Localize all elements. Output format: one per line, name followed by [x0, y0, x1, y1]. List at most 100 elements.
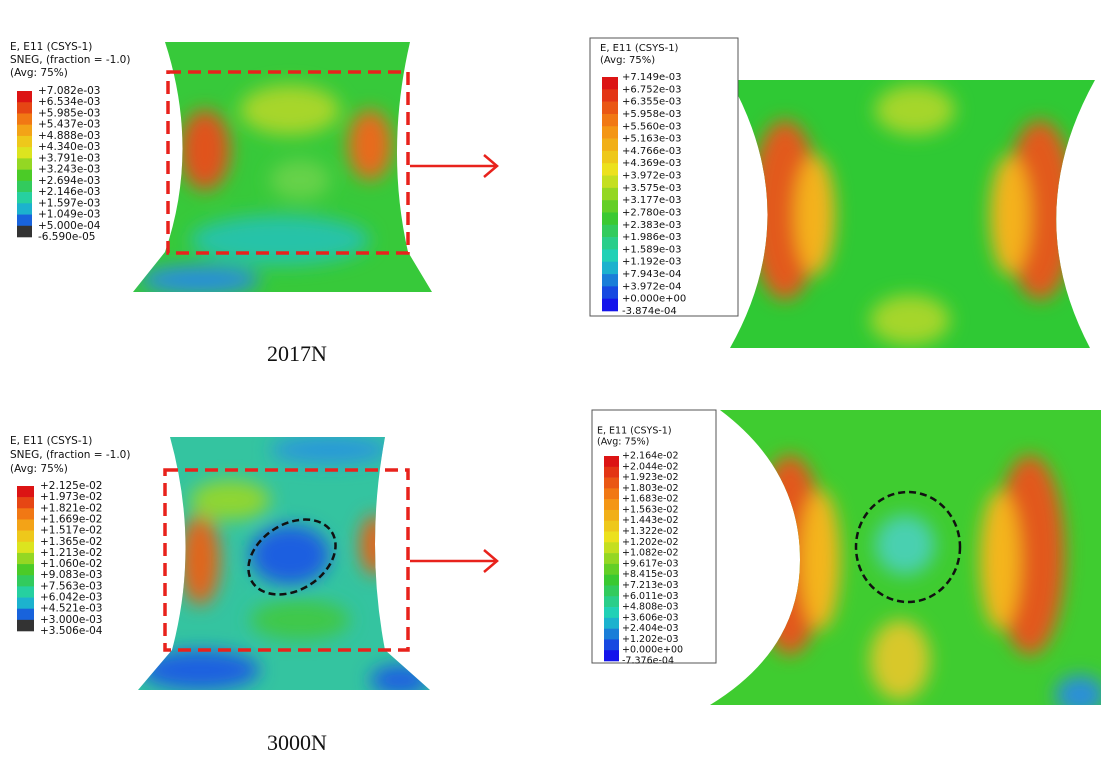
- legend-band: [604, 607, 619, 619]
- legend-label: +1.202e-02: [622, 537, 679, 548]
- legend-label: +2.694e-03: [38, 175, 100, 187]
- legend-band: [17, 169, 32, 182]
- legend-label: +5.958e-03: [622, 109, 682, 120]
- legend-label: +2.044e-02: [622, 461, 679, 472]
- legend-title: (Avg: 75%): [10, 463, 68, 475]
- legend-band: [604, 531, 619, 543]
- legend-label: +1.986e-03: [622, 232, 682, 243]
- legend-label: +8.415e-03: [622, 569, 679, 580]
- legend-label: +4.369e-03: [622, 158, 682, 169]
- legend-band: [17, 541, 34, 554]
- legend-band: [604, 499, 619, 511]
- legend-band: [17, 608, 34, 621]
- legend-band: [17, 102, 32, 114]
- legend-band: [602, 113, 618, 127]
- legend-band: [17, 214, 32, 227]
- legend-label: +1.082e-02: [622, 548, 679, 559]
- legend-label: +1.803e-02: [622, 483, 679, 494]
- legend-band: [17, 597, 34, 609]
- legend-band: [17, 192, 32, 204]
- caption: 2017N: [267, 341, 327, 366]
- legend-band: [602, 187, 618, 201]
- legend-label: -7.376e-04: [622, 656, 674, 667]
- legend-band: [17, 497, 34, 509]
- legend-title: SNEG, (fraction = -1.0): [10, 449, 130, 461]
- legend-label: +0.000e+00: [622, 645, 683, 656]
- legend-band: [17, 575, 34, 587]
- legend-label: +3.575e-03: [622, 183, 682, 194]
- circle-marker: [247, 518, 337, 596]
- legend-band: [602, 237, 618, 250]
- legend-band: [604, 585, 619, 597]
- legend-label: +3.243e-03: [38, 164, 100, 176]
- legend-band: [17, 135, 32, 148]
- legend-band: [604, 466, 619, 478]
- legend-band: [602, 150, 618, 164]
- legend-band: [17, 113, 32, 125]
- legend-band: [602, 224, 618, 238]
- legend-band: [604, 628, 619, 640]
- legend-label: +7.149e-03: [622, 72, 682, 83]
- legend-band: [17, 225, 32, 238]
- legend-title: (Avg: 75%): [597, 437, 649, 448]
- legend-band: [604, 553, 619, 565]
- legend-label: +6.011e-03: [622, 591, 679, 602]
- legend-label: -3.874e-04: [622, 306, 677, 317]
- highlight-box: [166, 70, 410, 255]
- specimen-2017n: [133, 42, 432, 292]
- legend-band: [602, 175, 618, 189]
- legend-label: +4.766e-03: [622, 146, 682, 157]
- legend-label: +1.683e-02: [622, 494, 679, 505]
- legend-label: +2.780e-03: [622, 207, 682, 218]
- legend-band: [602, 200, 618, 213]
- caption: 3000N: [267, 730, 327, 755]
- legend-label: +1.322e-02: [622, 526, 679, 537]
- legend-label: +5.437e-03: [38, 119, 100, 131]
- arrow: [410, 549, 499, 573]
- legend-label: +3.791e-03: [38, 152, 100, 164]
- legend-band: [602, 126, 618, 139]
- legend-title: (Avg: 75%): [10, 67, 68, 79]
- legend-label: +6.752e-03: [622, 84, 682, 95]
- legend-label: +6.355e-03: [622, 97, 682, 108]
- legend-label: +7.213e-03: [622, 580, 679, 591]
- legend-label: +1.669e-02: [40, 513, 102, 525]
- legend-band: [602, 249, 618, 263]
- legend-band: [602, 298, 618, 312]
- legend-band: [17, 203, 32, 215]
- legend-title: (Avg: 75%): [600, 55, 655, 66]
- legend-label: +4.888e-03: [38, 130, 100, 142]
- legend-band: [17, 147, 32, 159]
- legend-band: [17, 586, 34, 598]
- legend-label: +4.340e-03: [38, 141, 100, 153]
- legend-band: [17, 564, 34, 576]
- legend-band: [604, 456, 619, 468]
- legend-label: +2.125e-02: [40, 480, 102, 492]
- specimen-3000n-detail: [710, 410, 1101, 705]
- legend-label: +3.606e-03: [622, 612, 679, 623]
- legend-label: +2.383e-03: [622, 220, 682, 231]
- legend-band: [604, 509, 619, 522]
- legend-label: +7.563e-03: [40, 580, 102, 592]
- legend-label: +1.517e-02: [40, 525, 102, 537]
- legend-label: +3.972e-03: [622, 171, 682, 182]
- legend-label: +1.563e-02: [622, 504, 679, 515]
- legend-label: +3.506e-04: [40, 625, 103, 637]
- legend-band: [17, 91, 32, 103]
- legend-band: [604, 639, 619, 651]
- legend-band: [17, 124, 32, 137]
- legend-band: [602, 286, 618, 299]
- legend-label: +5.560e-03: [622, 121, 682, 132]
- legend-label: +5.985e-03: [38, 107, 100, 119]
- legend-label: +1.365e-02: [40, 536, 102, 548]
- legend-label: +1.973e-02: [40, 491, 102, 503]
- arrow: [410, 154, 499, 178]
- legend-label: +4.521e-03: [40, 603, 102, 615]
- legend-band: [17, 158, 32, 170]
- legend-label: +2.146e-03: [38, 186, 100, 198]
- circle-marker: [854, 490, 962, 604]
- legend-label: +9.617e-03: [622, 558, 679, 569]
- legend-band: [602, 138, 618, 152]
